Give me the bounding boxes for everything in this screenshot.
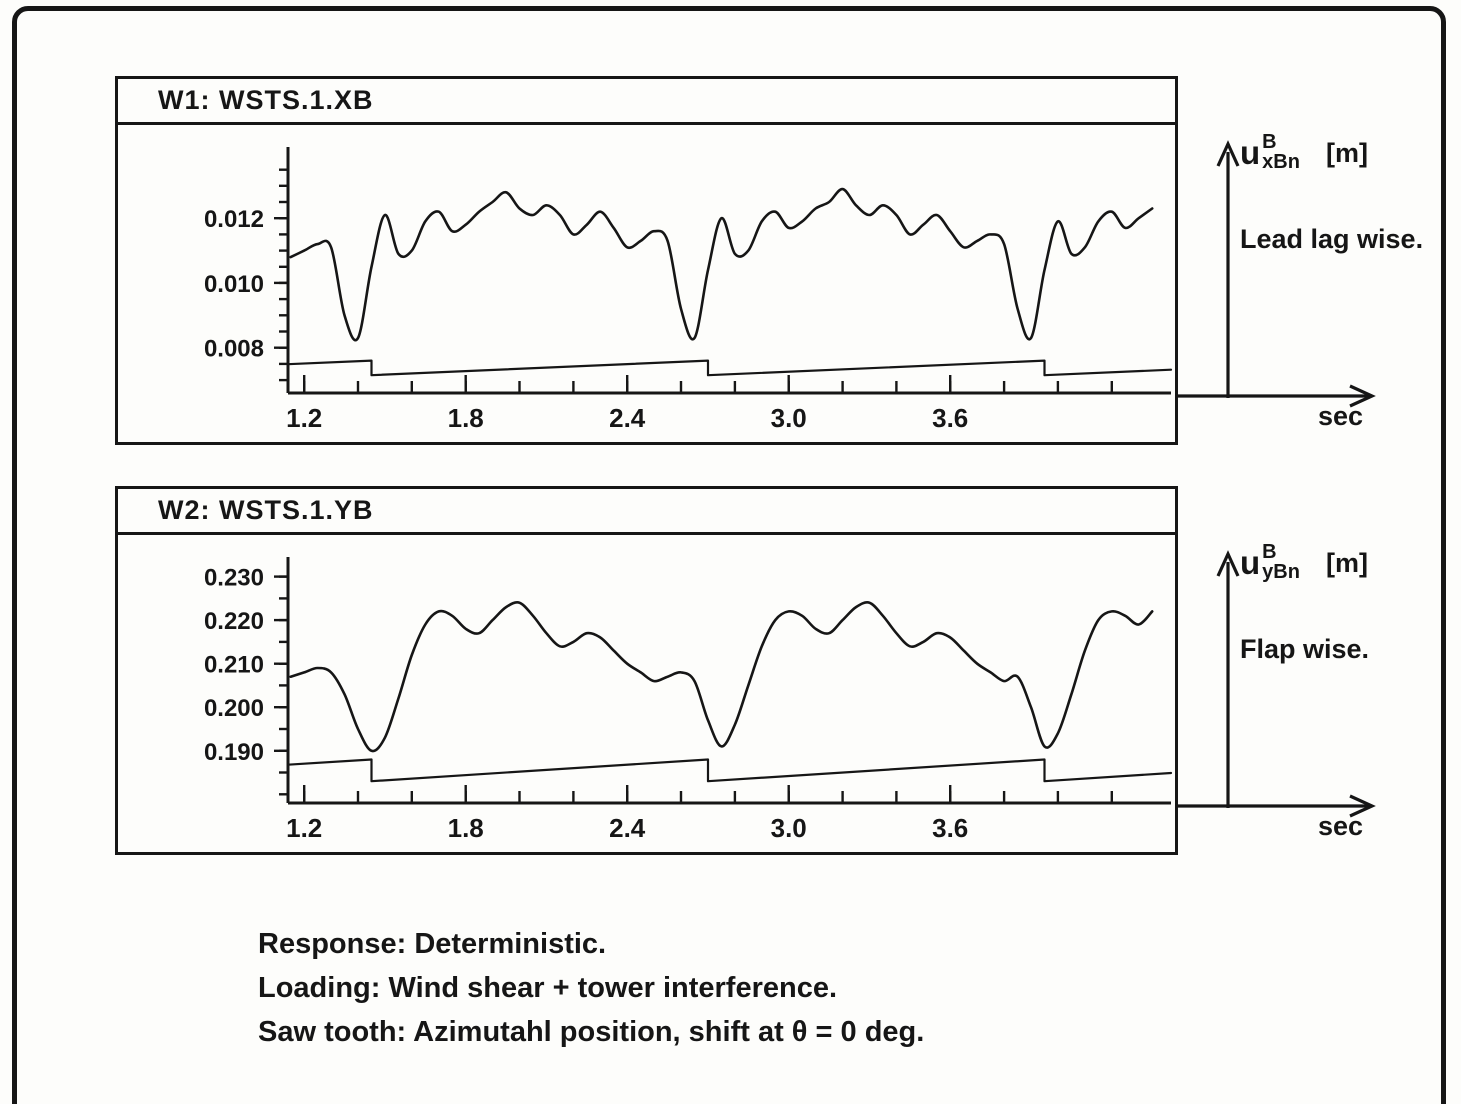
quantity-unit: [m] bbox=[1325, 548, 1368, 578]
x-tick-label: 3.6 bbox=[932, 813, 968, 843]
direction-description-w2: Flap wise. bbox=[1240, 634, 1370, 664]
x-tick-label: 1.8 bbox=[448, 813, 484, 843]
quantity-symbol: u bbox=[1240, 134, 1261, 171]
series-azimuth-sawtooth bbox=[286, 359, 1173, 377]
axis-annotation-w1: u B xBn [m] Lead lag wise. sec bbox=[1178, 132, 1458, 446]
series-azimuth-sawtooth bbox=[286, 758, 1173, 783]
figure-border-frame bbox=[12, 6, 1446, 1104]
y-tick-label: 0.230 bbox=[204, 565, 264, 592]
chart-window-w1: W1: WSTS.1.XB 1.2 1.8 2.4 3.0 3.6 0.012 0.010 0… bbox=[115, 76, 1178, 445]
chart-window-w2: W2: WSTS.1.YB 1.2 1.8 2.4 3.0 3.6 0.230 0.220 0… bbox=[115, 486, 1178, 855]
y-tick-label: 0.010 bbox=[204, 271, 264, 298]
arrow-head bbox=[1349, 384, 1376, 408]
y-tick-label: 0.210 bbox=[204, 652, 264, 679]
time-unit-label-w2: sec bbox=[1318, 811, 1364, 841]
time-axis-arrow-icon bbox=[1178, 384, 1376, 408]
y-quantity-label-w1: u B xBn [m] bbox=[1240, 132, 1368, 172]
time-axis-arrow-icon bbox=[1178, 794, 1376, 818]
series-lead-lag-response bbox=[289, 187, 1154, 342]
x-tick-label: 1.2 bbox=[286, 813, 322, 843]
symbol-subscript: xBn bbox=[1262, 151, 1300, 173]
window-title-w1: W1: WSTS.1.XB bbox=[158, 85, 374, 115]
x-tick-label: 2.4 bbox=[609, 813, 646, 843]
y-tick-label: 0.190 bbox=[204, 739, 264, 766]
x-tick-label: 1.2 bbox=[286, 403, 322, 433]
x-tick-label: 1.8 bbox=[448, 403, 484, 433]
y-tick-label: 0.220 bbox=[204, 608, 264, 635]
vertical-axis-arrow-icon bbox=[1216, 140, 1240, 398]
vertical-axis-arrow-icon bbox=[1216, 550, 1240, 808]
symbol-superscript: B bbox=[1262, 541, 1277, 563]
quantity-symbol: u bbox=[1240, 544, 1261, 581]
symbol-scripts: B yBn bbox=[1262, 542, 1300, 582]
quantity-unit: [m] bbox=[1325, 138, 1368, 168]
arrow-head bbox=[1349, 794, 1376, 818]
y-tick-label: 0.008 bbox=[204, 336, 264, 363]
window-title-bar-w1: W1: WSTS.1.XB bbox=[118, 79, 1175, 125]
plot-svg-w2: 1.2 1.8 2.4 3.0 3.6 0.230 0.220 0.210 0.200 0.190 bbox=[204, 557, 1173, 843]
axis-annotation-w2: u B yBn [m] Flap wise. sec bbox=[1178, 542, 1458, 856]
direction-description-w1: Lead lag wise. bbox=[1240, 224, 1424, 254]
time-unit-label-w1: sec bbox=[1318, 401, 1364, 431]
y-quantity-label-w2: u B yBn [m] bbox=[1240, 542, 1368, 582]
caption-line-sawtooth: Saw tooth: Azimutahl position, shift at … bbox=[258, 1016, 925, 1048]
y-tick-label: 0.012 bbox=[204, 206, 264, 233]
caption-line-response: Response: Deterministic. bbox=[258, 928, 607, 960]
x-tick-label: 2.4 bbox=[609, 403, 646, 433]
arrow-head bbox=[1216, 140, 1240, 167]
caption-block: Response: Deterministic. Loading: Wind s… bbox=[258, 922, 924, 1054]
plot-svg-w1: 1.2 1.8 2.4 3.0 3.6 0.012 0.010 0.008 bbox=[204, 147, 1173, 433]
symbol-superscript: B bbox=[1262, 131, 1277, 153]
x-tick-label: 3.6 bbox=[932, 403, 968, 433]
symbol-scripts: B xBn bbox=[1262, 132, 1300, 172]
caption-line-loading: Loading: Wind shear + tower interference… bbox=[258, 972, 838, 1004]
arrow-head bbox=[1216, 550, 1240, 577]
x-tick-label: 3.0 bbox=[771, 813, 807, 843]
series-flap-response bbox=[289, 601, 1154, 753]
window-title-bar-w2: W2: WSTS.1.YB bbox=[118, 489, 1175, 535]
x-tick-label: 3.0 bbox=[771, 403, 807, 433]
window-title-w2: W2: WSTS.1.YB bbox=[158, 495, 374, 525]
y-tick-label: 0.200 bbox=[204, 695, 264, 722]
symbol-subscript: yBn bbox=[1262, 561, 1300, 583]
